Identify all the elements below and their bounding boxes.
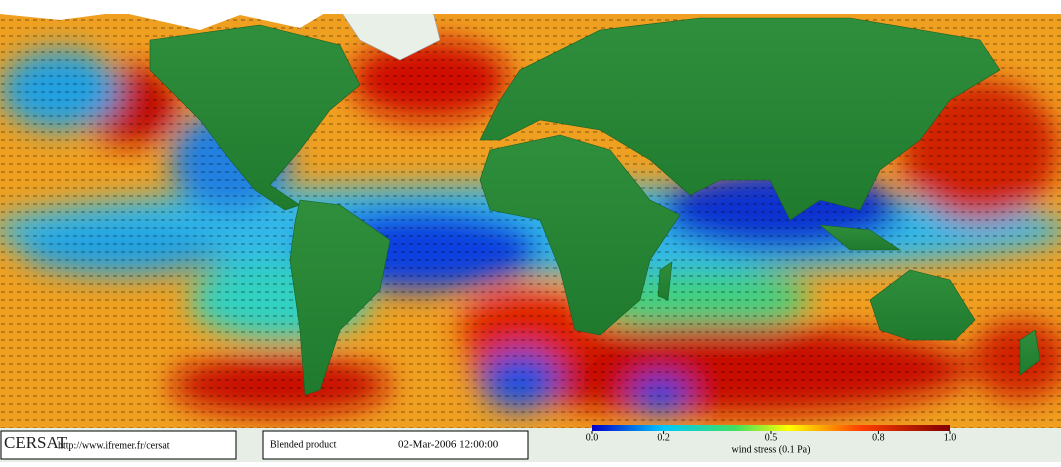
url: http://www.ifremer.fr/cersat — [58, 440, 170, 451]
colorbar-tick-label: 0.5 — [765, 432, 778, 443]
product: Blended product — [270, 439, 337, 450]
product-box — [262, 430, 529, 460]
credit-box — [0, 430, 237, 460]
logo: CERSAT — [4, 433, 68, 452]
colorbar-tick-label: 0.8 — [872, 432, 885, 443]
colorbar-tick-label: 0.2 — [657, 432, 670, 443]
map — [0, 0, 1061, 430]
colorbar-label: wind stress (0.1 Pa) — [732, 444, 811, 455]
date: 02-Mar-2006 12:00:00 — [398, 439, 499, 451]
colorbar-tick-label: 0.0 — [586, 432, 599, 443]
colorbar-tick-label: 1.0 — [944, 432, 957, 443]
colorbar — [592, 425, 950, 431]
